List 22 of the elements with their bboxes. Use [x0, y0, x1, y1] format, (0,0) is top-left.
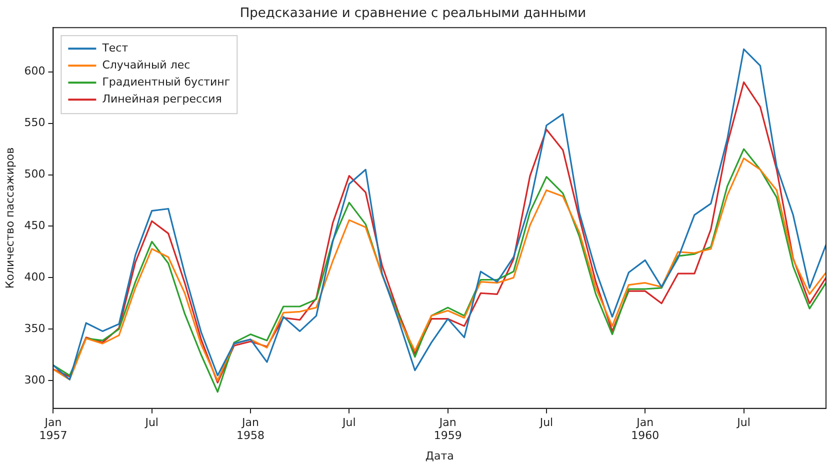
y-tick-label: 300	[24, 373, 46, 386]
x-tick-label: Jul	[538, 416, 554, 429]
y-axis-title: Количество пассажиров	[3, 147, 16, 289]
y-tick-label: 400	[24, 270, 46, 284]
y-tick-label: 500	[24, 168, 46, 181]
x-tick-label: Jul	[144, 416, 158, 429]
x-tick-label: Jan 1960	[631, 416, 660, 442]
x-axis-title: Дата	[425, 449, 454, 462]
legend-label: Случайный лес	[102, 58, 190, 72]
legend-label: Линейная регрессия	[102, 92, 222, 106]
chart-title: Предсказание и сравнение с реальными данными	[240, 6, 586, 22]
legend-label: Тест	[101, 41, 129, 54]
y-tick-label: 550	[24, 116, 46, 130]
x-tick-label: Jan 1957	[39, 416, 68, 442]
y-tick-label: 350	[24, 322, 46, 336]
x-tick-label: Jul	[736, 416, 750, 429]
legend-label: Градиентный бустинг	[102, 75, 230, 88]
y-tick-label: 600	[24, 64, 46, 78]
x-tick-label: Jan 1958	[236, 416, 265, 442]
x-tick-label: Jan 1959	[434, 416, 462, 442]
y-tick-label: 450	[24, 219, 46, 232]
x-tick-label: Jul	[342, 416, 356, 429]
